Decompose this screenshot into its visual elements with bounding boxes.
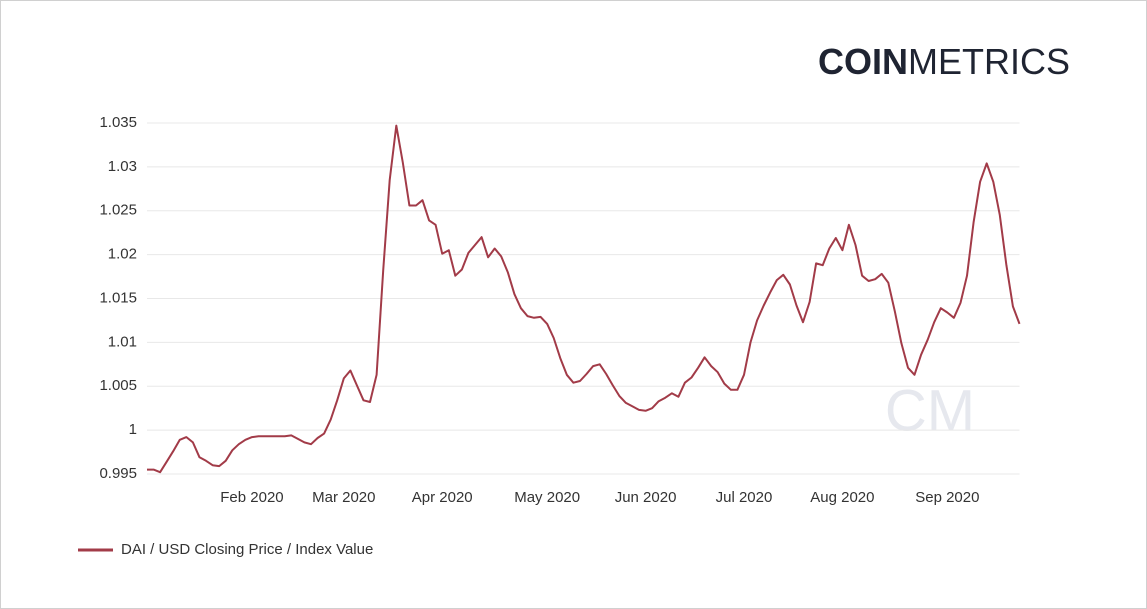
y-tick-label: 0.995 xyxy=(99,465,137,482)
x-tick-label: Jun 2020 xyxy=(615,489,677,506)
y-tick-label: 1.02 xyxy=(108,246,137,263)
x-tick-label: Feb 2020 xyxy=(220,489,283,506)
x-tick-label: Sep 2020 xyxy=(915,489,979,506)
y-tick-label: 1 xyxy=(129,421,137,438)
x-tick-label: Jul 2020 xyxy=(716,489,773,506)
x-tick-label: Apr 2020 xyxy=(412,489,473,506)
series-line xyxy=(147,124,1021,474)
logo-light: METRICS xyxy=(908,41,1070,82)
y-tick-label: 1.03 xyxy=(108,158,137,175)
y-tick-label: 1.005 xyxy=(99,377,137,394)
y-tick-label: 1.01 xyxy=(108,333,137,350)
y-tick-label: 1.035 xyxy=(99,114,137,131)
logo: COINMETRICS xyxy=(818,41,1070,82)
legend-label: DAI / USD Closing Price / Index Value xyxy=(121,541,373,558)
watermark: CM xyxy=(885,378,975,443)
logo-bold: COIN xyxy=(818,41,908,82)
x-tick-label: Aug 2020 xyxy=(810,489,874,506)
x-tick-label: May 2020 xyxy=(514,489,580,506)
y-tick-label: 1.025 xyxy=(99,202,137,219)
y-tick-label: 1.015 xyxy=(99,289,137,306)
x-tick-label: Mar 2020 xyxy=(312,489,375,506)
